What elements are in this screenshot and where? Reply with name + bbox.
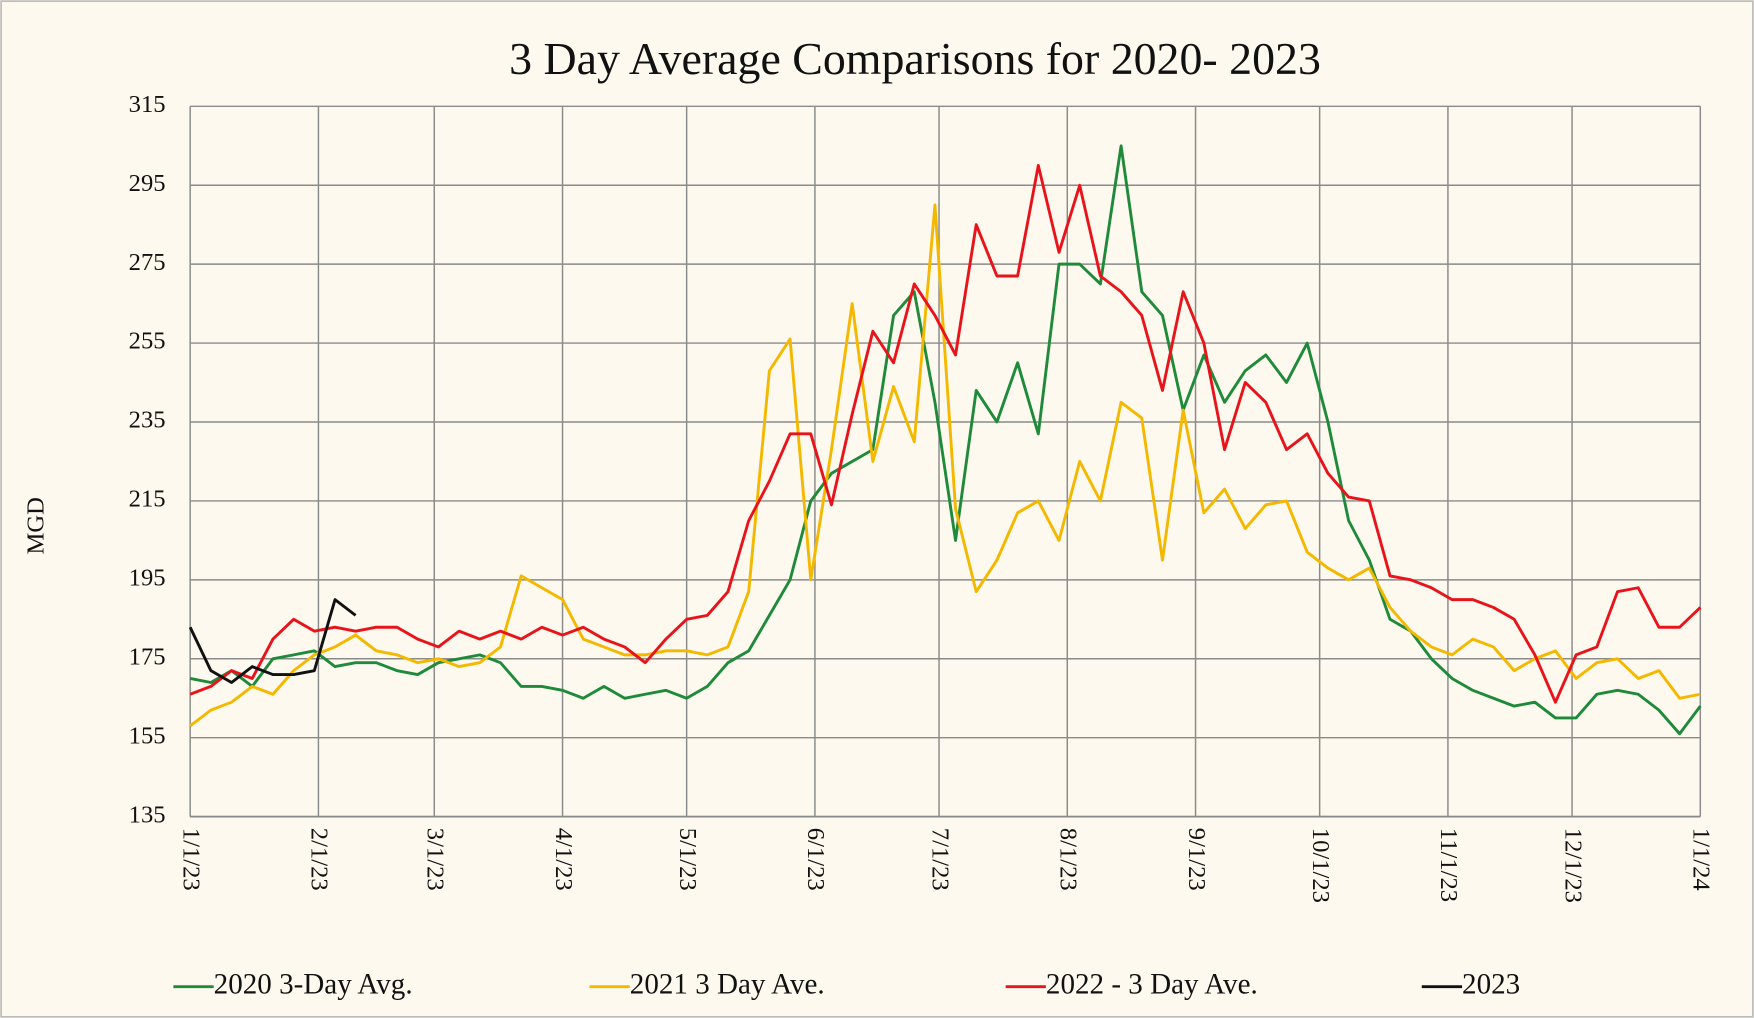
x-tick-label: 9/1/23	[1183, 828, 1210, 891]
x-tick-label: 5/1/23	[674, 828, 701, 891]
y-tick-label: 135	[129, 801, 166, 828]
x-tick-label: 12/1/23	[1559, 828, 1586, 903]
series-line	[189, 164, 1702, 704]
x-tick-label: 4/1/23	[550, 828, 577, 891]
legend-label: 2022 - 3 Day Ave.	[1046, 968, 1258, 1000]
series-line	[189, 144, 1702, 736]
x-tick-label: 1/1/23	[177, 828, 204, 891]
x-tick-label: 8/1/23	[1055, 828, 1082, 891]
legend-label: 2023	[1462, 968, 1520, 1000]
chart-title: 3 Day Average Comparisons for 2020- 2023	[509, 33, 1321, 84]
legend-label: 2021 3 Day Ave.	[630, 968, 825, 1000]
legend-label: 2020 3-Day Avg.	[214, 968, 413, 1000]
x-tick-label: 10/1/23	[1307, 828, 1334, 903]
y-tick-label: 155	[129, 722, 166, 749]
series-line	[188, 598, 357, 684]
x-tick-label: 1/1/24	[1688, 828, 1715, 891]
y-axis-label: MGD	[23, 497, 50, 554]
y-tick-label: 315	[129, 91, 166, 118]
x-tick-label: 3/1/23	[422, 828, 449, 891]
x-tick-label: 2/1/23	[306, 828, 333, 891]
y-tick-label: 235	[129, 407, 166, 434]
series-line	[189, 203, 1701, 728]
y-tick-label: 255	[129, 328, 166, 355]
y-tick-label: 175	[129, 643, 166, 670]
x-tick-label: 7/1/23	[926, 828, 953, 891]
y-tick-label: 295	[129, 170, 166, 197]
y-tick-label: 195	[129, 564, 166, 591]
x-tick-label: 6/1/23	[802, 828, 829, 891]
x-tick-label: 11/1/23	[1435, 828, 1462, 902]
y-tick-label: 215	[129, 486, 166, 513]
y-tick-label: 275	[129, 249, 166, 276]
